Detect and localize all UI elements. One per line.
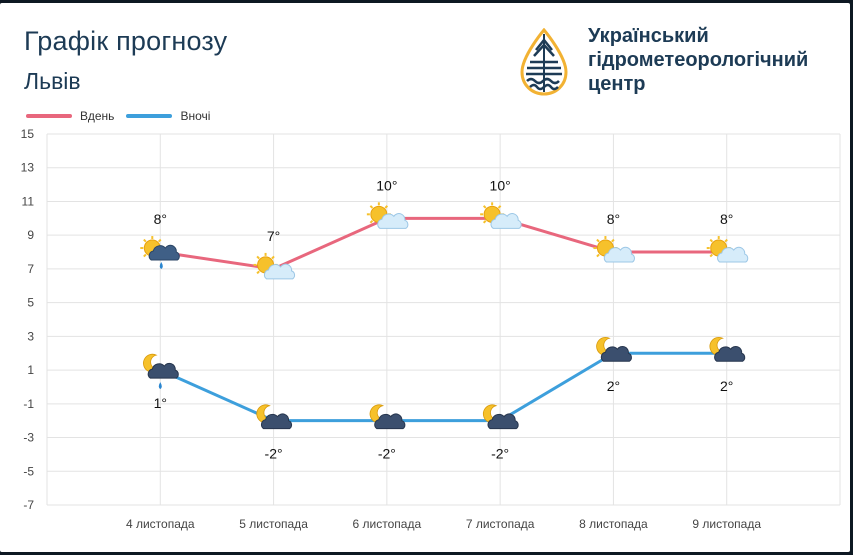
day-temp-label: 7° <box>267 228 280 244</box>
chart-legend: Вдень Вночі <box>26 109 210 123</box>
moon-cloud-icon <box>256 404 293 430</box>
x-tick-label: 5 листопада <box>239 517 308 531</box>
legend-item-night[interactable]: Вночі <box>126 109 210 123</box>
day-series-line <box>160 216 727 271</box>
x-tick-label: 6 листопада <box>353 517 422 531</box>
day-temp-label: 8° <box>607 211 620 227</box>
y-tick-label: -3 <box>23 431 34 445</box>
moon-cloud-icon <box>482 404 519 430</box>
y-tick-label: 15 <box>21 127 35 141</box>
moon-cloud-icon <box>709 337 746 362</box>
y-tick-label: 11 <box>22 194 35 208</box>
night-temp-label: -2° <box>265 446 283 462</box>
legend-swatch-night <box>126 114 173 118</box>
night-series-line <box>159 351 727 423</box>
x-tick-label: 7 листопада <box>466 517 535 531</box>
ugmc-logo-icon <box>520 28 568 96</box>
legend-label-day: Вдень <box>80 109 115 123</box>
y-tick-label: 13 <box>21 161 35 175</box>
x-tick-label: 9 листопада <box>692 517 761 531</box>
y-tick-label: 9 <box>27 228 34 242</box>
day-temp-label: 10° <box>490 177 511 193</box>
x-tick-label: 4 листопада <box>126 517 195 531</box>
legend-swatch-day <box>26 114 72 118</box>
y-tick-label: -5 <box>23 464 34 478</box>
night-temp-label: 2° <box>720 378 733 394</box>
y-tick-label: -1 <box>23 397 34 411</box>
sun-cloud-icon <box>706 236 749 263</box>
y-tick-label: 3 <box>27 329 34 343</box>
sun-cloud-rain-icon <box>140 236 180 270</box>
y-tick-label: 1 <box>27 363 34 377</box>
city-name: Львів <box>24 68 81 94</box>
sun-cloud-icon <box>366 202 409 229</box>
sun-cloud-icon <box>593 236 635 263</box>
night-temp-label: 1° <box>154 395 167 411</box>
moon-cloud-rain-icon <box>143 353 179 390</box>
moon-cloud-icon <box>596 337 632 362</box>
night-temp-label: -2° <box>491 446 509 462</box>
logo-line-3: центр <box>588 73 646 95</box>
day-temp-label: 8° <box>154 211 167 227</box>
x-tick-label: 8 листопада <box>579 517 648 531</box>
sun-cloud-icon <box>253 252 296 280</box>
forecast-card <box>0 3 850 552</box>
day-temp-label: 8° <box>720 211 733 227</box>
night-temp-label: 2° <box>607 378 620 394</box>
logo-line-1: Український <box>588 25 709 47</box>
page-title: Графік прогнозу <box>24 26 228 56</box>
sun-cloud-icon <box>480 202 522 229</box>
ugmc-logo-text: Український гідрометеорологічний центр <box>588 24 808 96</box>
y-tick-label: 5 <box>27 296 34 310</box>
moon-cloud-icon <box>369 404 406 430</box>
logo-line-2: гідрометеорологічний <box>588 49 809 71</box>
y-tick-label: -7 <box>23 498 34 512</box>
y-tick-label: 7 <box>27 262 34 276</box>
legend-label-night: Вночі <box>180 109 211 123</box>
day-temp-label: 10° <box>376 177 397 193</box>
legend-item-day[interactable]: Вдень <box>26 109 114 123</box>
night-temp-label: -2° <box>378 446 396 462</box>
